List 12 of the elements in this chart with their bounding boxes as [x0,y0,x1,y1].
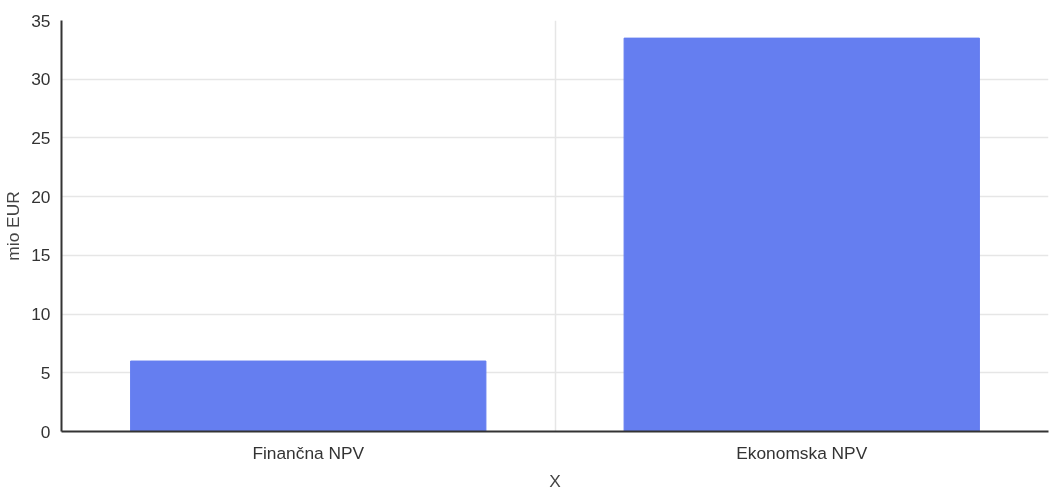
y-tick-label: 5 [40,362,51,383]
y-tick-label: 30 [31,69,51,90]
y-tick-label: 15 [31,245,51,266]
y-tick-label: 25 [31,127,51,148]
y-tick-label: 20 [31,186,51,207]
x-axis-title: X [549,470,562,491]
x-tick-label: Finančna NPV [252,442,365,463]
y-tick-label: 35 [31,10,51,31]
x-tick-label: Ekonomska NPV [736,442,868,463]
y-tick-label: 0 [40,421,51,442]
y-axis-title: mio EUR [3,191,24,261]
y-tick-label: 10 [31,304,51,325]
